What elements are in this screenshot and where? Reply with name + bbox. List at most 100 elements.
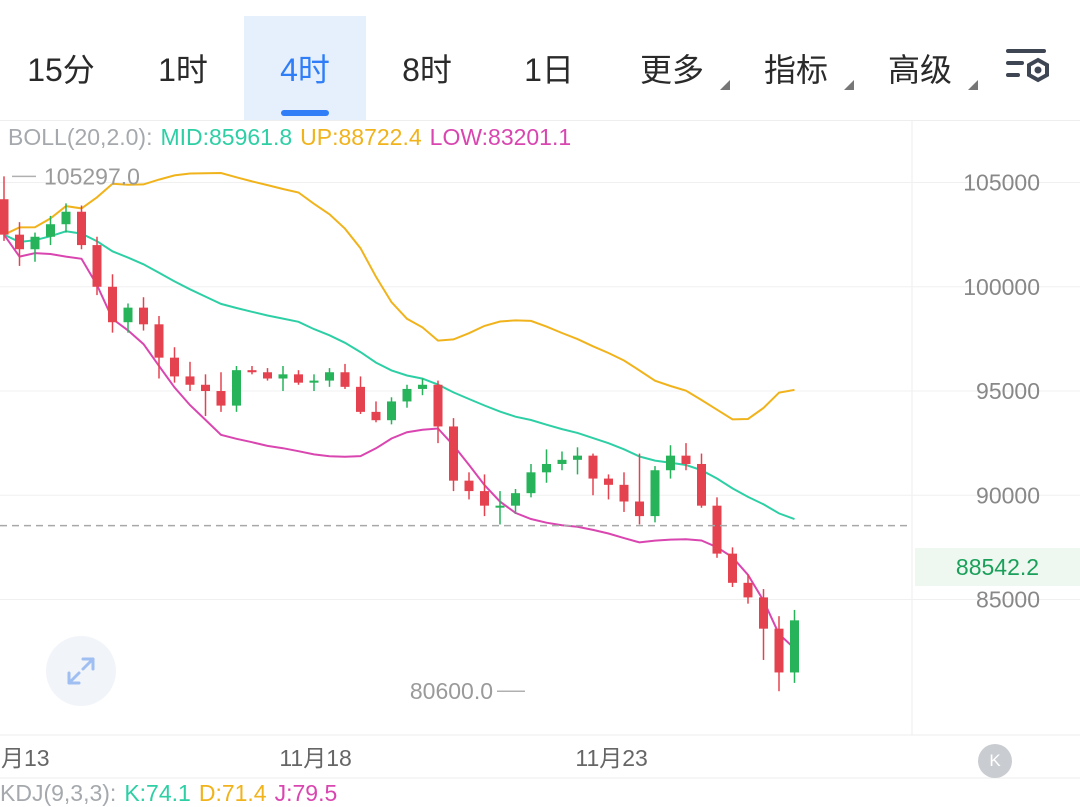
- y-tick-label: 95000: [976, 378, 1040, 404]
- tab-label: 4时: [280, 52, 330, 88]
- candle-body: [0, 199, 9, 235]
- candle-body: [15, 234, 24, 250]
- candle: [433, 380, 443, 444]
- candle: [650, 466, 660, 523]
- candle-body: [464, 480, 474, 492]
- candle-body: [790, 620, 799, 673]
- candle-body: [650, 470, 660, 517]
- tab-label: 更多: [639, 52, 704, 88]
- candle-body: [309, 380, 319, 383]
- candle-body: [123, 307, 133, 323]
- candle-body: [573, 455, 582, 460]
- candle-body: [170, 357, 179, 377]
- candle-body: [387, 401, 396, 421]
- candle: [387, 397, 396, 425]
- candle: [557, 451, 567, 471]
- candle: [759, 589, 768, 660]
- candle-body: [185, 376, 195, 385]
- candle-body: [139, 307, 148, 325]
- candle-body: [449, 426, 458, 481]
- candle: [619, 472, 629, 512]
- candle-body: [340, 372, 350, 387]
- candle: [356, 376, 365, 414]
- x-tick-label: 11月18: [279, 745, 351, 771]
- candle: [139, 297, 148, 331]
- candle-body: [697, 463, 706, 506]
- dropdown-caret-icon: [720, 80, 730, 90]
- tab-1h[interactable]: 1时: [122, 16, 244, 120]
- candle-body: [92, 245, 102, 287]
- tab-1d[interactable]: 1日: [488, 16, 610, 120]
- candle-body: [588, 455, 598, 479]
- expand-chart-button[interactable]: [46, 636, 116, 706]
- boll-name: BOLL(20,2.0):: [8, 124, 153, 150]
- min-price-label: 80600.0: [410, 678, 493, 704]
- tab-indicators[interactable]: 指标: [746, 16, 854, 120]
- candle: [666, 445, 675, 479]
- current-price-label: 88542.2: [915, 548, 1080, 586]
- candle-body: [759, 597, 768, 629]
- candles: [0, 176, 799, 692]
- tab-label: 1时: [158, 52, 208, 88]
- active-tab-indicator: [281, 110, 329, 116]
- candle: [790, 609, 799, 683]
- candle: [464, 472, 474, 500]
- kdj-d: D:71.4: [198, 780, 267, 806]
- x-tick-label: 11月13: [0, 745, 50, 771]
- candle-body: [46, 224, 55, 237]
- candle: [418, 378, 427, 396]
- candle-body: [542, 463, 551, 473]
- tab-more[interactable]: 更多: [622, 16, 730, 120]
- candle: [325, 368, 334, 387]
- candle: [402, 384, 412, 408]
- candle: [185, 361, 195, 392]
- tab-8h[interactable]: 8时: [366, 16, 488, 120]
- candle: [46, 215, 55, 246]
- candle: [309, 374, 319, 392]
- candle: [743, 574, 753, 604]
- boll-up: UP:88722.4: [300, 124, 422, 150]
- tab-advanced[interactable]: 高级: [870, 16, 978, 120]
- tab-15m[interactable]: 15分: [0, 16, 122, 120]
- candle-body: [325, 372, 334, 381]
- candle: [495, 491, 505, 525]
- y-tick-label: 85000: [976, 586, 1040, 612]
- candle-body: [557, 459, 567, 464]
- candle-body: [495, 505, 505, 508]
- y-tick-label: 90000: [976, 482, 1040, 508]
- max-price-label: 105297.0: [44, 163, 140, 189]
- candle-body: [635, 501, 644, 517]
- k-line-button[interactable]: K: [978, 744, 1012, 778]
- candle: [61, 203, 71, 233]
- candle-body: [681, 455, 691, 464]
- tab-label: 15分: [27, 52, 95, 88]
- boll-lower-line: [3, 234, 796, 650]
- candle: [15, 222, 24, 266]
- candle-body: [108, 286, 117, 323]
- candle-body: [418, 384, 427, 389]
- candle: [108, 274, 117, 333]
- x-tick-label: 11月23: [575, 745, 647, 771]
- candle-body: [201, 384, 210, 392]
- candle: [449, 418, 458, 492]
- candle-body: [263, 372, 272, 379]
- candle: [712, 497, 722, 558]
- candle: [697, 453, 706, 508]
- candle-body: [402, 388, 412, 402]
- dropdown-caret-icon: [844, 80, 854, 90]
- candle-body: [728, 553, 737, 583]
- tab-label: 8时: [402, 52, 452, 88]
- candle-body: [30, 236, 40, 250]
- timeframe-tabs: 15分 1时 4时 8时 1日 更多 指标 高级: [0, 0, 1080, 120]
- chart-settings-icon[interactable]: [1000, 44, 1056, 92]
- dropdown-caret-icon: [968, 80, 978, 90]
- tab-divider: [0, 120, 1080, 121]
- candle: [0, 176, 9, 241]
- axis-labels: 105000 100000 95000 90000 85000 11月13 11月18 11月…: [0, 163, 1040, 771]
- boll-upper-line: [3, 171, 795, 421]
- candle-body: [77, 211, 86, 246]
- tab-4h[interactable]: 4时: [244, 16, 366, 120]
- candle: [77, 205, 86, 250]
- expand-arrows-icon: [67, 657, 95, 685]
